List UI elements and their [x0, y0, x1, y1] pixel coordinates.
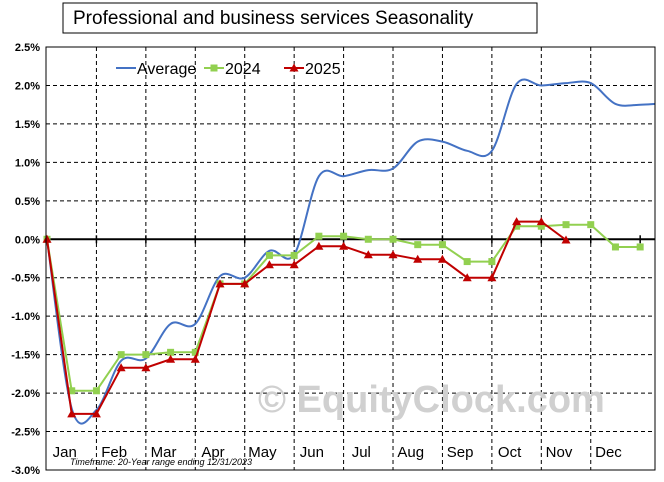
point-2025 — [141, 363, 151, 372]
point-2024 — [68, 387, 76, 395]
y-axis-ticks: 2.5% 2.0% 1.5% 1.0% 0.5% 0.0% -0.5% -1.0% -1.5% -… — [11, 42, 40, 477]
month-label: Jun — [300, 444, 324, 461]
point-2025 — [388, 250, 398, 259]
month-label: Jul — [352, 444, 371, 461]
month-label: Sep — [447, 444, 474, 461]
point-2024 — [463, 258, 471, 266]
point-2025 — [264, 260, 274, 269]
month-label: Feb — [101, 444, 127, 461]
point-2024 — [636, 243, 644, 251]
grid-lines — [46, 47, 655, 470]
point-2024 — [537, 222, 545, 230]
point-2025 — [413, 254, 423, 263]
point-2025 — [289, 260, 299, 269]
point-2024 — [142, 351, 150, 359]
point-2025 — [536, 217, 546, 226]
month-label: Nov — [546, 444, 573, 461]
point-2025 — [240, 279, 250, 288]
title-box — [62, 2, 538, 34]
point-2024 — [611, 243, 619, 251]
y-tick-label: 0.5% — [15, 196, 40, 208]
x-axis-months: Jan Feb Mar Apr May Jun Jul Aug Sep Oct Nov Dec — [53, 444, 623, 461]
y-tick-label: 1.0% — [15, 157, 40, 169]
legend: Average 2024 2025 — [116, 61, 341, 78]
point-2024 — [265, 251, 273, 259]
y-tick-label: -1.5% — [11, 350, 40, 362]
point-2025 — [512, 217, 522, 226]
point-2025 — [91, 409, 101, 418]
point-2024 — [167, 348, 175, 356]
point-2024 — [364, 235, 372, 243]
point-2025 — [42, 234, 52, 243]
point-2025 — [339, 241, 349, 250]
y-tick-label: -0.5% — [11, 273, 40, 285]
point-2024 — [290, 251, 298, 259]
point-2025 — [561, 235, 571, 244]
point-2024 — [438, 241, 446, 249]
point-2024 — [340, 232, 348, 240]
point-2025 — [314, 241, 324, 250]
point-2024 — [191, 348, 199, 356]
point-2025 — [166, 354, 176, 363]
month-label: Dec — [595, 444, 622, 461]
month-label: Jan — [53, 444, 77, 461]
point-2025 — [437, 254, 447, 263]
series-line-average — [46, 78, 656, 425]
y-tick-label: -1.0% — [11, 311, 40, 323]
point-2024 — [562, 221, 570, 229]
point-2024 — [315, 232, 323, 240]
point-2024 — [587, 221, 595, 229]
month-label: May — [248, 444, 277, 461]
point-2024 — [513, 222, 521, 230]
series-line-2025 — [46, 220, 567, 415]
point-2024 — [389, 235, 397, 243]
legend-marker-2025 — [289, 63, 299, 72]
legend-label-2025: 2025 — [305, 61, 341, 78]
month-label: Aug — [397, 444, 424, 461]
month-label: Oct — [498, 444, 522, 461]
chart-title: Professional and business services Seaso… — [73, 8, 474, 29]
y-tick-label: 1.5% — [15, 119, 40, 131]
legend-label-average: Average — [137, 61, 196, 78]
point-2025 — [462, 273, 472, 282]
y-tick-label: 0.0% — [15, 234, 40, 246]
timeframe-footnote: Timeframe: 20-Year range ending 12/31/20… — [70, 457, 252, 467]
series-lines — [42, 78, 656, 425]
point-2025 — [67, 409, 77, 418]
point-2025 — [363, 250, 373, 259]
legend-label-2024: 2024 — [225, 61, 261, 78]
y-tick-label: 2.5% — [15, 42, 40, 54]
plot-border — [45, 46, 656, 471]
point-2024 — [92, 387, 100, 395]
point-2025 — [190, 354, 200, 363]
y-tick-label: 2.0% — [15, 80, 40, 92]
point-2024 — [488, 258, 496, 266]
point-2025 — [215, 279, 225, 288]
point-2025 — [487, 273, 497, 282]
y-tick-label: -3.0% — [11, 465, 40, 477]
watermark: © EquityClock.com — [258, 379, 605, 421]
month-label: Apr — [201, 444, 224, 461]
y-tick-label: -2.0% — [11, 388, 40, 400]
point-2025 — [116, 363, 126, 372]
legend-marker-2024 — [210, 64, 218, 72]
point-2024 — [117, 351, 125, 359]
month-label: Mar — [151, 444, 177, 461]
point-2024 — [414, 241, 422, 249]
y-tick-label: -2.5% — [11, 427, 40, 439]
